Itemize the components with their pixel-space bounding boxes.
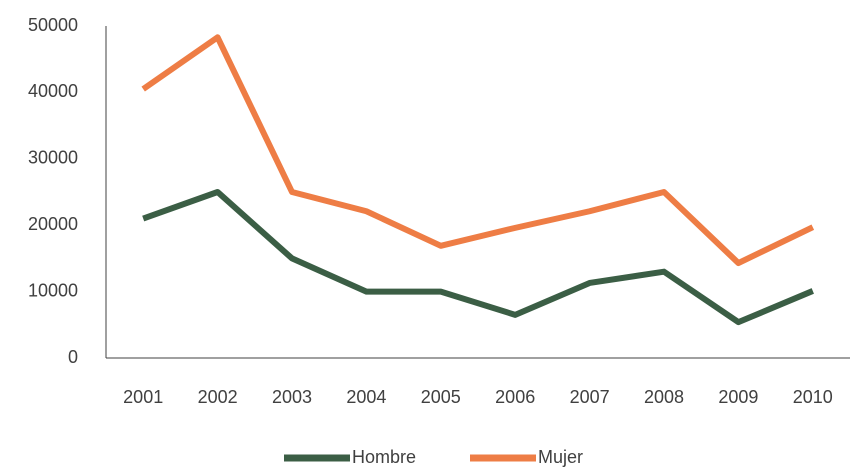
- y-tick-label: 10000: [28, 280, 78, 300]
- line-series: [141, 34, 815, 267]
- y-tick-label: 0: [68, 347, 78, 367]
- y-tick-label: 20000: [28, 214, 78, 234]
- x-tick-label: 2003: [272, 387, 312, 407]
- y-tick-label: 30000: [28, 148, 78, 168]
- legend-label: Mujer: [538, 447, 583, 467]
- x-tick-label: 2010: [793, 387, 833, 407]
- y-tick-label: 50000: [28, 15, 78, 35]
- x-tick-label: 2002: [198, 387, 238, 407]
- x-tick-label: 2006: [495, 387, 535, 407]
- x-tick-label: 2008: [644, 387, 684, 407]
- x-tick-label: 2009: [718, 387, 758, 407]
- line-series: [142, 189, 814, 326]
- legend-label: Hombre: [352, 447, 416, 467]
- x-tick-label: 2005: [421, 387, 461, 407]
- x-tick-label: 2004: [346, 387, 386, 407]
- y-tick-label: 40000: [28, 81, 78, 101]
- x-tick-label: 2007: [570, 387, 610, 407]
- x-tick-label: 2001: [123, 387, 163, 407]
